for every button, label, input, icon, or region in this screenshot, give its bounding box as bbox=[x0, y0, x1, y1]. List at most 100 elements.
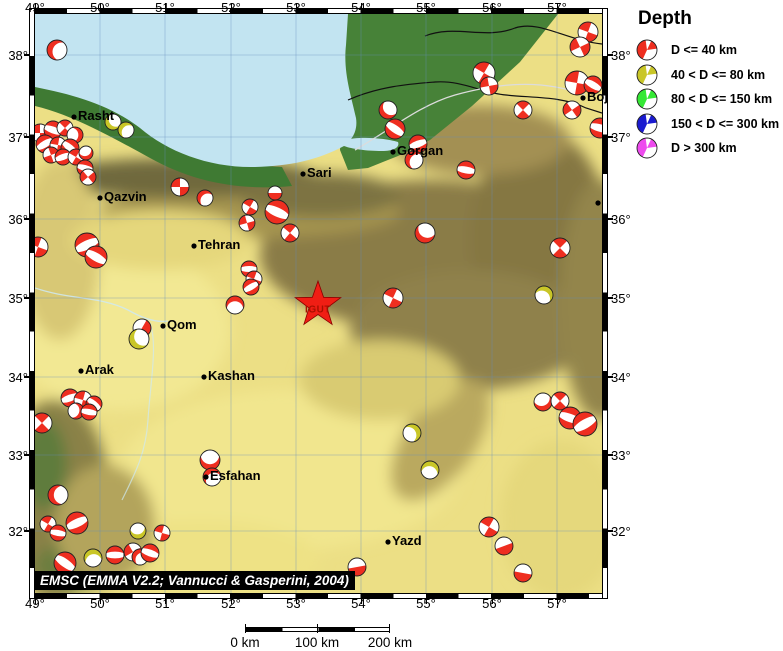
legend-row: D <= 40 km bbox=[636, 38, 783, 63]
depth-ball-icon bbox=[636, 113, 658, 135]
beachball bbox=[241, 198, 259, 216]
legend-label: 40 < D <= 80 km bbox=[671, 67, 766, 82]
legend-label: 150 < D <= 300 km bbox=[671, 116, 780, 131]
scale-tick bbox=[389, 624, 390, 633]
beachball bbox=[117, 121, 135, 139]
city-label: Sari bbox=[307, 164, 332, 180]
axis-tick bbox=[608, 54, 613, 56]
beachball bbox=[35, 236, 49, 258]
axis-tick bbox=[295, 599, 297, 604]
axis-tick bbox=[164, 3, 166, 8]
axis-tick bbox=[24, 530, 29, 532]
beachball bbox=[65, 511, 89, 535]
beachball bbox=[382, 287, 404, 309]
axis-label-right: 35° bbox=[611, 291, 631, 306]
city-label: Arak bbox=[85, 361, 114, 377]
beachball bbox=[280, 223, 300, 243]
beachball bbox=[384, 118, 406, 140]
axis-tick bbox=[230, 3, 232, 8]
epicenter-label: IGUT bbox=[305, 304, 331, 316]
beachball bbox=[636, 64, 658, 86]
legend-title: Depth bbox=[638, 8, 692, 29]
beachball bbox=[128, 328, 150, 350]
beachball bbox=[49, 524, 67, 542]
legend-label: 80 < D <= 150 km bbox=[671, 92, 773, 107]
border-line-north bbox=[424, 25, 602, 45]
scale-tick bbox=[317, 624, 318, 633]
axis-tick bbox=[608, 218, 613, 220]
axis-tick bbox=[164, 599, 166, 604]
axis-tick bbox=[556, 3, 558, 8]
depth-ball-icon bbox=[636, 88, 658, 110]
scale-label-0: 0 km bbox=[230, 635, 260, 650]
legend-row: D > 300 km bbox=[636, 136, 783, 161]
beachball bbox=[79, 168, 97, 186]
beachball bbox=[513, 100, 533, 120]
axis-label-left: 35° bbox=[8, 291, 28, 306]
city-label: Qazvin bbox=[104, 188, 147, 204]
axis-tick bbox=[24, 136, 29, 138]
scale-label-100: 100 km bbox=[294, 635, 340, 650]
axis-tick bbox=[230, 599, 232, 604]
axis-label-left: 32° bbox=[8, 524, 28, 539]
axis-tick bbox=[608, 376, 613, 378]
axis-tick bbox=[425, 3, 427, 8]
beachball bbox=[35, 412, 53, 434]
attribution-bar: EMSC (EMMA V2.2; Vannucci & Gasperini, 2… bbox=[34, 571, 355, 590]
axis-label-left: 33° bbox=[8, 448, 28, 463]
beachball bbox=[408, 134, 428, 154]
legend-label: D > 300 km bbox=[671, 141, 737, 156]
beachball bbox=[636, 88, 658, 110]
beachball bbox=[589, 117, 602, 139]
beachball bbox=[533, 392, 553, 412]
axis-label-left: 36° bbox=[8, 212, 28, 227]
epicenter-star bbox=[294, 279, 342, 326]
axis-tick bbox=[24, 218, 29, 220]
border-line-south bbox=[347, 81, 602, 114]
beachball bbox=[170, 177, 190, 197]
beachball bbox=[153, 524, 171, 542]
axis-tick bbox=[360, 599, 362, 604]
beachball bbox=[242, 278, 260, 296]
terrain bbox=[35, 14, 602, 593]
beachball bbox=[494, 536, 514, 556]
axis-tick bbox=[24, 297, 29, 299]
axis-label-right: 38° bbox=[611, 48, 631, 63]
scale-label-200: 200 km bbox=[367, 635, 413, 650]
beachball bbox=[456, 160, 476, 180]
city-label: Yazd bbox=[392, 532, 422, 548]
beachball bbox=[550, 391, 570, 411]
beachball bbox=[549, 237, 571, 259]
caspian-sea bbox=[35, 14, 357, 168]
city-label: Qom bbox=[167, 316, 197, 332]
axis-tick bbox=[608, 297, 613, 299]
depth-ball-icon bbox=[636, 39, 658, 61]
beachball bbox=[636, 39, 658, 61]
beachball bbox=[636, 137, 658, 159]
axis-label-right: 37° bbox=[611, 130, 631, 145]
beachball bbox=[562, 100, 582, 120]
legend-label: D <= 40 km bbox=[671, 43, 738, 58]
beachball bbox=[267, 185, 283, 201]
axis-tick bbox=[360, 3, 362, 8]
axis-tick bbox=[24, 376, 29, 378]
axis-tick bbox=[24, 54, 29, 56]
city-label: Rasht bbox=[78, 107, 115, 123]
axis-tick bbox=[425, 599, 427, 604]
graticule bbox=[35, 14, 602, 593]
beachball bbox=[478, 516, 500, 538]
city-label: Esfahan bbox=[210, 467, 261, 483]
beachball bbox=[54, 148, 72, 166]
axis-tick bbox=[34, 599, 36, 604]
axis-tick bbox=[608, 530, 613, 532]
beachball bbox=[402, 423, 422, 443]
river-south bbox=[121, 322, 155, 501]
depth-ball-icon bbox=[636, 137, 658, 159]
beachball bbox=[84, 245, 108, 269]
gorgan-bay bbox=[344, 137, 399, 151]
map-frame-right bbox=[602, 8, 608, 599]
city-label: Tehran bbox=[198, 236, 241, 252]
beachball bbox=[479, 76, 499, 96]
axis-tick bbox=[24, 454, 29, 456]
